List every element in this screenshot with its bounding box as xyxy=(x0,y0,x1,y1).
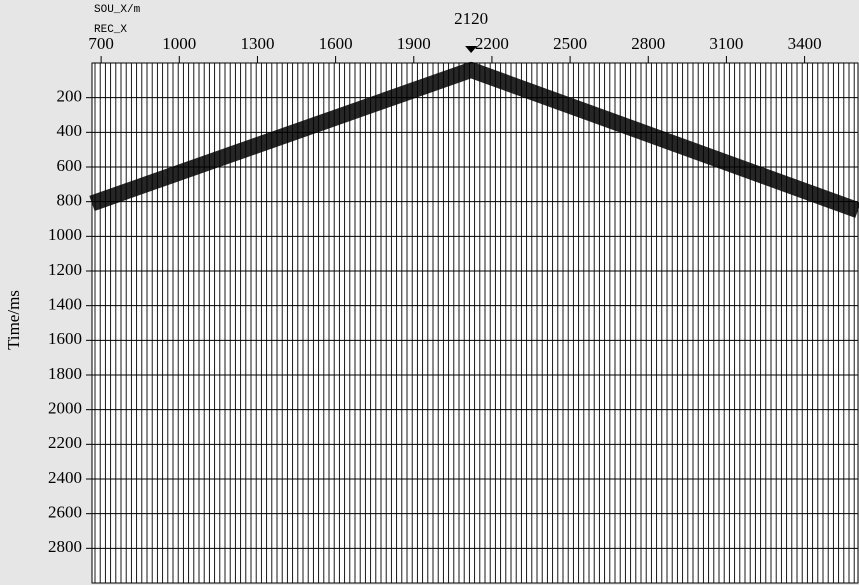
x-tick-label: 3100 xyxy=(709,34,743,53)
x-tick-label: 1900 xyxy=(397,34,431,53)
x-tick-label: 2800 xyxy=(631,34,665,53)
y-tick-label: 800 xyxy=(57,191,83,210)
receiver-label: REC_X xyxy=(94,24,127,36)
x-tick-label: 2200 xyxy=(475,34,509,53)
y-tick-label: 2400 xyxy=(48,468,82,487)
y-tick-label: 1800 xyxy=(48,364,82,383)
y-axis-label: Time/ms xyxy=(4,290,23,350)
source-marker xyxy=(465,46,478,53)
x-tick-label: 1000 xyxy=(162,34,196,53)
source-position-label: 2120 xyxy=(454,9,488,28)
y-tick-label: 2600 xyxy=(48,503,82,522)
x-tick-label: 3400 xyxy=(788,34,822,53)
y-tick-label: 1600 xyxy=(48,329,82,348)
y-tick-label: 1400 xyxy=(48,295,82,314)
source-label: SOU_X/m xyxy=(94,4,141,16)
y-tick-label: 400 xyxy=(57,121,83,140)
y-tick-label: 200 xyxy=(57,87,83,106)
y-tick-label: 2000 xyxy=(48,399,82,418)
y-tick-label: 2800 xyxy=(48,537,82,556)
x-tick-label: 1600 xyxy=(319,34,353,53)
x-tick-label: 700 xyxy=(88,34,114,53)
y-tick-label: 2200 xyxy=(48,433,82,452)
x-tick-label: 1300 xyxy=(240,34,274,53)
first-arrival xyxy=(89,61,859,218)
y-tick-label: 600 xyxy=(57,156,83,175)
y-tick-label: 1200 xyxy=(48,260,82,279)
x-tick-label: 2500 xyxy=(553,34,587,53)
y-tick-label: 1000 xyxy=(48,225,82,244)
